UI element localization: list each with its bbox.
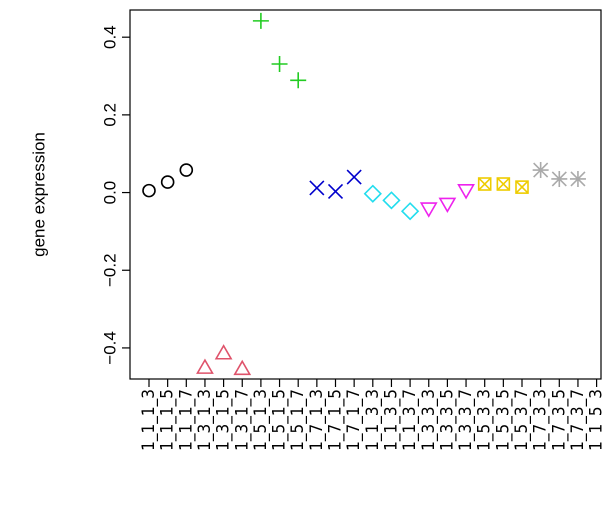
data-point [569,170,586,187]
data-points [142,12,586,376]
x-tick-label: 1_1_1_5 [158,389,178,451]
data-point [179,163,194,177]
data-point [419,202,438,218]
x-tick-label: 1_3_1_5 [214,389,234,451]
y-axis: −0.4 −0.2 0.0 0.2 0.4 [100,25,130,365]
y-tick-label: −0.4 [100,331,119,365]
point-cross [346,169,362,185]
point-triangle [214,344,233,360]
x-tick-label: 1_7_3_3 [531,389,551,451]
data-point [400,202,420,221]
x-tick-label: 1_5_3_3 [475,389,495,451]
x-tick-label: 1_7_3_7 [568,389,588,451]
point-triangle-down [438,197,457,214]
point-cross [327,183,344,199]
data-point [457,184,475,200]
data-point [363,184,382,203]
data-point [214,344,233,360]
x-tick-label: 1_1_1_3 [139,389,159,451]
point-diamond [400,202,420,221]
data-point [271,55,288,72]
point-plus [252,12,269,29]
y-axis-label: gene expression [29,132,48,257]
data-point [532,162,549,179]
data-point [477,177,492,191]
y-tick-label: −0.2 [100,253,119,287]
point-triangle-down [419,202,438,218]
point-box-cross [496,177,510,191]
point-diamond [382,191,401,210]
x-tick-label: 1_7_1_7 [344,389,364,451]
y-tick-label: 0.2 [100,103,119,127]
x-tick-label: 1_7_1_3 [307,389,327,451]
point-cross [309,180,325,196]
x-tick-label: 1_1_1_7 [176,389,196,451]
data-point [496,177,511,191]
point-box [515,180,529,194]
y-tick-label: 0.0 [100,181,119,205]
x-tick-label: 1_3_3_5 [437,389,457,451]
x-tick-label: 1_3_3_7 [456,389,476,451]
x-tick-label: 1_3_1_7 [232,389,252,451]
point-plus [271,55,288,72]
data-point [160,175,175,189]
point-triangle [233,359,252,376]
x-tick-label: 1_3_3_3 [419,389,439,451]
data-point [346,169,362,185]
data-point [382,191,401,210]
point-circle [142,183,156,198]
point-diamond [363,184,382,203]
x-tick-label: 1_5_3_5 [493,389,513,451]
point-circle [160,175,175,189]
x-tick-label: 1_1_5_3 [587,389,603,451]
point-asterisk [532,162,549,179]
data-point [252,12,269,29]
x-tick-label: 1_3_1_3 [195,389,215,451]
point-triangle-down [457,184,475,200]
x-tick-label: 1_5_1_3 [251,389,271,451]
data-point [142,183,156,198]
x-tick-label: 1_5_1_7 [288,389,308,451]
x-tick-label: 1_1_3_5 [381,389,401,451]
plot-box [129,9,602,380]
point-box-cross [478,177,492,191]
point-circle [179,163,194,177]
data-point [233,359,252,376]
x-tick-label: 1_7_3_5 [549,389,569,451]
point-asterisk [551,170,568,187]
data-point [515,180,529,194]
point-plus [290,72,307,89]
x-tick-label: 1_1_3_7 [400,389,420,451]
point-box-cross [515,180,529,194]
point-asterisk [569,170,586,187]
x-tick-label: 1_5_3_7 [512,389,532,451]
data-point [551,170,568,187]
data-point [309,180,325,196]
data-point [290,72,307,89]
point-box [477,177,492,191]
x-tick-label: 1_7_1_5 [326,389,346,451]
x-tick-label: 1_5_1_5 [270,389,290,451]
data-point [327,183,344,199]
point-box [496,177,511,191]
y-tick-label: 0.4 [100,25,119,49]
x-axis: 1_1_1_31_1_1_51_1_1_71_3_1_31_3_1_51_3_1… [139,379,603,451]
data-point [438,197,457,214]
x-tick-label: 1_1_3_3 [363,389,383,451]
point-triangle [196,358,214,374]
data-point [196,358,214,374]
